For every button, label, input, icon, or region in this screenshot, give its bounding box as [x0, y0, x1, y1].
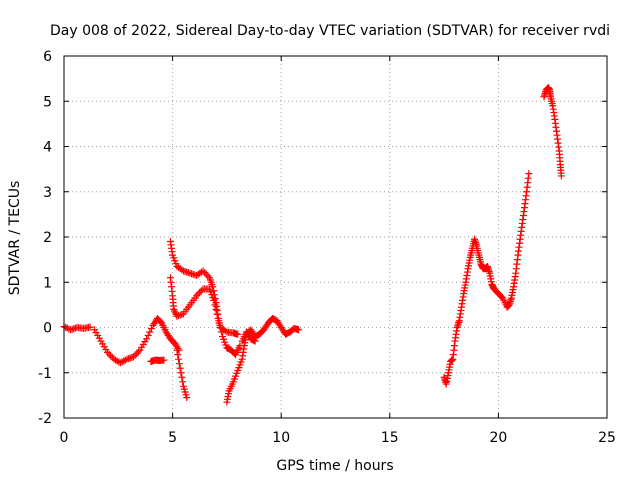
y-tick-label: -1: [38, 366, 52, 382]
y-axis-label: SDTVAR / TECUs: [7, 181, 23, 296]
data-point: [133, 350, 141, 358]
x-tick-label: 15: [381, 430, 399, 446]
series-seg2: [90, 314, 183, 367]
axis-ticks: 0 5 10 15 20 25 -2 -1 0 1 2 3 4 5 6: [38, 49, 616, 446]
data-point: [175, 355, 183, 363]
data-point: [183, 394, 191, 402]
data-point: [113, 357, 121, 365]
y-tick-label: 6: [43, 49, 52, 65]
data-point: [174, 344, 182, 352]
series-seg9: [440, 170, 533, 388]
data-point: [176, 364, 184, 372]
data-point: [63, 324, 71, 332]
x-axis-label: GPS time / hours: [276, 458, 393, 474]
y-tick-label: 5: [43, 94, 52, 110]
data-point: [62, 323, 70, 331]
plot-frame: [63, 55, 608, 419]
series-seg8: [238, 328, 259, 345]
data-point: [234, 330, 242, 338]
x-tick-label: 0: [60, 430, 69, 446]
series-seg3: [147, 356, 168, 365]
data-point: [194, 290, 202, 298]
grid: [64, 56, 607, 418]
data-point: [171, 307, 179, 315]
chart-title: Day 008 of 2022, Sidereal Day-to-day VTE…: [50, 23, 610, 39]
x-tick-label: 25: [598, 430, 616, 446]
data-point: [107, 352, 115, 360]
data-point: [147, 325, 155, 333]
data-point: [201, 269, 209, 277]
series-seg1: [60, 323, 94, 334]
data-point: [178, 373, 186, 381]
data-point: [174, 351, 182, 359]
data-point: [192, 292, 200, 300]
y-tick-label: 0: [43, 321, 52, 337]
data-point: [204, 272, 212, 280]
data-point: [173, 346, 181, 354]
data-point: [197, 287, 205, 295]
series-seg4: [173, 346, 191, 402]
data-point: [143, 335, 151, 343]
data-point: [105, 350, 113, 358]
y-tick-label: 3: [43, 185, 52, 201]
data-point: [144, 331, 152, 339]
x-tick-label: 10: [272, 430, 290, 446]
y-tick-label: -2: [38, 411, 52, 427]
data-point: [209, 283, 217, 291]
data-point: [146, 328, 154, 336]
data-point: [557, 172, 565, 180]
y-tick-label: 4: [43, 140, 52, 156]
x-tick-label: 5: [168, 430, 177, 446]
y-tick-label: 2: [43, 230, 52, 246]
data-point: [178, 266, 186, 274]
data-point: [211, 295, 219, 303]
data-point: [103, 348, 111, 356]
data-point: [251, 337, 259, 345]
data-point: [177, 369, 185, 377]
data-point: [179, 378, 187, 386]
data-point: [295, 326, 303, 334]
data-point: [202, 270, 210, 278]
data-point: [221, 327, 229, 335]
y-tick-label: 1: [43, 275, 52, 291]
x-tick-label: 20: [489, 430, 507, 446]
data-point: [131, 351, 139, 359]
data-point: [86, 323, 94, 331]
data-point: [210, 287, 218, 295]
data-point: [199, 267, 207, 275]
data-point: [134, 348, 142, 356]
series-seg10: [540, 84, 565, 180]
series-seg6: [166, 238, 242, 338]
data-point: [170, 305, 178, 313]
data-point: [525, 170, 533, 178]
data-point: [121, 356, 129, 364]
series-seg7: [223, 314, 303, 406]
data-point: [130, 353, 138, 361]
data-point: [160, 356, 168, 364]
data-point: [196, 288, 204, 296]
data-points: [60, 84, 565, 406]
data-point: [210, 291, 218, 299]
data-point: [175, 360, 183, 368]
